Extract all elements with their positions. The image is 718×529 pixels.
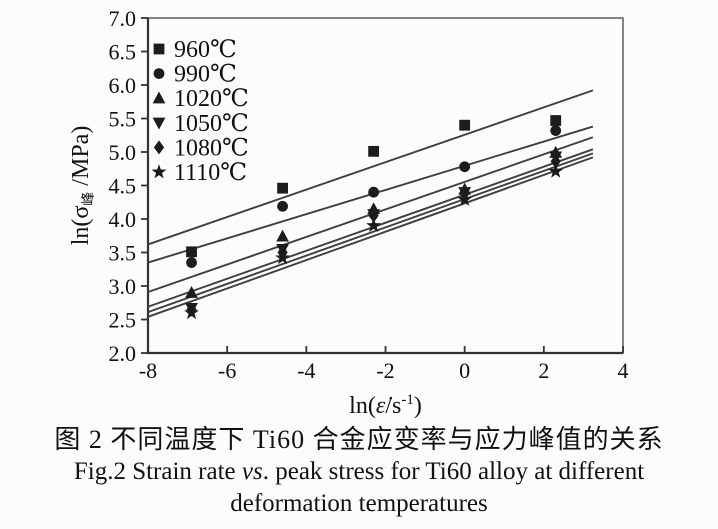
- data-points: [184, 115, 564, 320]
- legend-label: 1110℃: [174, 160, 247, 186]
- y-tick-label: 4.5: [109, 174, 137, 199]
- x-axis-label: ln(ε̇/s-1): [349, 392, 422, 419]
- marker-1080℃: [368, 208, 379, 223]
- y-axis-label: ln(σ峰 /MPa): [68, 126, 97, 246]
- y-tick-label: 2.0: [109, 341, 137, 366]
- x-tick-label: -8: [139, 358, 157, 383]
- marker-990℃: [459, 161, 471, 173]
- marker-960℃: [186, 246, 197, 258]
- marker-990℃: [186, 257, 197, 268]
- marker-1110℃: [275, 250, 291, 265]
- legend-label: 1050℃: [174, 111, 249, 137]
- marker-1110℃: [457, 191, 473, 206]
- y-tick-label: 3.5: [109, 241, 137, 266]
- legend-marker-triangle-down: [152, 117, 166, 130]
- legend-marker-triangle-up: [152, 91, 166, 104]
- y-tick-label: 5.5: [109, 107, 137, 132]
- marker-960℃: [368, 145, 380, 157]
- marker-1110℃: [548, 163, 564, 178]
- legend-label: 1080℃: [174, 135, 249, 161]
- chart-area: -8 -6 -4 -2 0 2 4 2.0 2.5 3.0 3.5 4.0 4.5 5.0 5.5 6.0 6.…: [68, 6, 629, 419]
- x-tick-label: -6: [218, 358, 236, 383]
- marker-1020℃: [276, 229, 289, 242]
- marker-960℃: [277, 182, 288, 194]
- y-tick-label: 6.5: [109, 40, 137, 65]
- x-tick-label: -4: [297, 358, 315, 383]
- legend-marker-square: [153, 43, 165, 55]
- legend-label: 990℃: [174, 62, 237, 88]
- y-tick-label: 4.0: [109, 207, 137, 232]
- y-tick-label: 2.5: [109, 308, 137, 333]
- legend-item: 990℃: [153, 62, 237, 88]
- fit-line-960℃: [147, 89, 594, 246]
- caption-chinese: 图 2 不同温度下 Ti60 合金应变率与应力峰值的关系: [54, 425, 664, 454]
- caption-en-pre: Fig.2 Strain rate: [73, 458, 242, 485]
- marker-1020℃: [185, 285, 198, 298]
- marker-1080℃: [550, 154, 561, 169]
- fit-line-1080℃: [147, 152, 594, 314]
- legend-marker-star: [151, 164, 167, 179]
- legend-item: 960℃: [153, 37, 237, 63]
- caption-english-line2: deformation temperatures: [230, 490, 488, 517]
- caption-english-line1: Fig.2 Strain rate vs. peak stress for Ti…: [0, 456, 718, 488]
- marker-960℃: [550, 115, 562, 126]
- legend-label: 960℃: [174, 37, 237, 63]
- y-tick-label: 3.0: [109, 274, 137, 299]
- y-tick-label: 5.0: [109, 140, 137, 165]
- x-tick-label: 2: [538, 358, 549, 383]
- legend-item: 1020℃: [152, 86, 249, 112]
- fit-line-1110℃: [147, 156, 594, 318]
- marker-990℃: [550, 125, 562, 136]
- x-tick-label: 0: [459, 358, 470, 383]
- marker-1110℃: [366, 217, 382, 233]
- caption-en-post: . peak stress for Ti60 alloy at differen…: [262, 458, 645, 485]
- y-tick-label: 6.0: [109, 73, 137, 98]
- legend-item: 1110℃: [151, 160, 247, 186]
- legend-item: 1050℃: [152, 111, 249, 137]
- caption-en-vs: vs: [241, 458, 263, 485]
- marker-990℃: [277, 200, 288, 212]
- marker-960℃: [459, 119, 471, 131]
- y-tick-label: 7.0: [109, 6, 137, 31]
- marker-1110℃: [184, 304, 199, 320]
- x-tick-label: 4: [618, 358, 629, 383]
- x-tick-label: -2: [376, 358, 394, 383]
- legend-marker-diamond: [153, 140, 165, 155]
- legend-item: 1080℃: [153, 135, 249, 161]
- legend-marker-circle: [153, 68, 165, 79]
- legend-label: 1020℃: [174, 86, 249, 112]
- marker-990℃: [368, 186, 380, 198]
